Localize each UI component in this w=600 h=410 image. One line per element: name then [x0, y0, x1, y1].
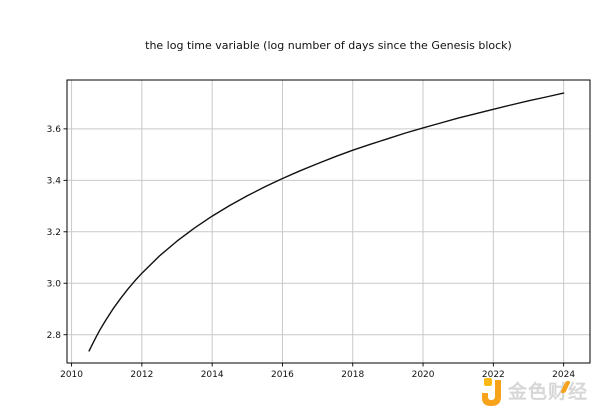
svg-text:3.2: 3.2: [47, 228, 61, 238]
svg-text:2022: 2022: [482, 370, 505, 380]
watermark-text: 金色财经: [508, 381, 589, 403]
svg-text:2018: 2018: [341, 370, 364, 380]
svg-text:3.4: 3.4: [47, 177, 62, 187]
svg-text:2.8: 2.8: [47, 331, 62, 341]
svg-text:2014: 2014: [201, 370, 224, 380]
watermark: 金色财经: [481, 377, 588, 407]
golden-finance-logo-icon: [482, 378, 501, 406]
svg-text:2024: 2024: [552, 370, 575, 380]
svg-text:2016: 2016: [271, 370, 294, 380]
svg-text:3.0: 3.0: [47, 279, 62, 289]
svg-text:2012: 2012: [130, 370, 153, 380]
chart-title: the log time variable (log number of day…: [145, 39, 512, 52]
svg-text:2010: 2010: [60, 370, 83, 380]
svg-text:3.6: 3.6: [47, 125, 62, 135]
svg-text:2020: 2020: [412, 370, 435, 380]
